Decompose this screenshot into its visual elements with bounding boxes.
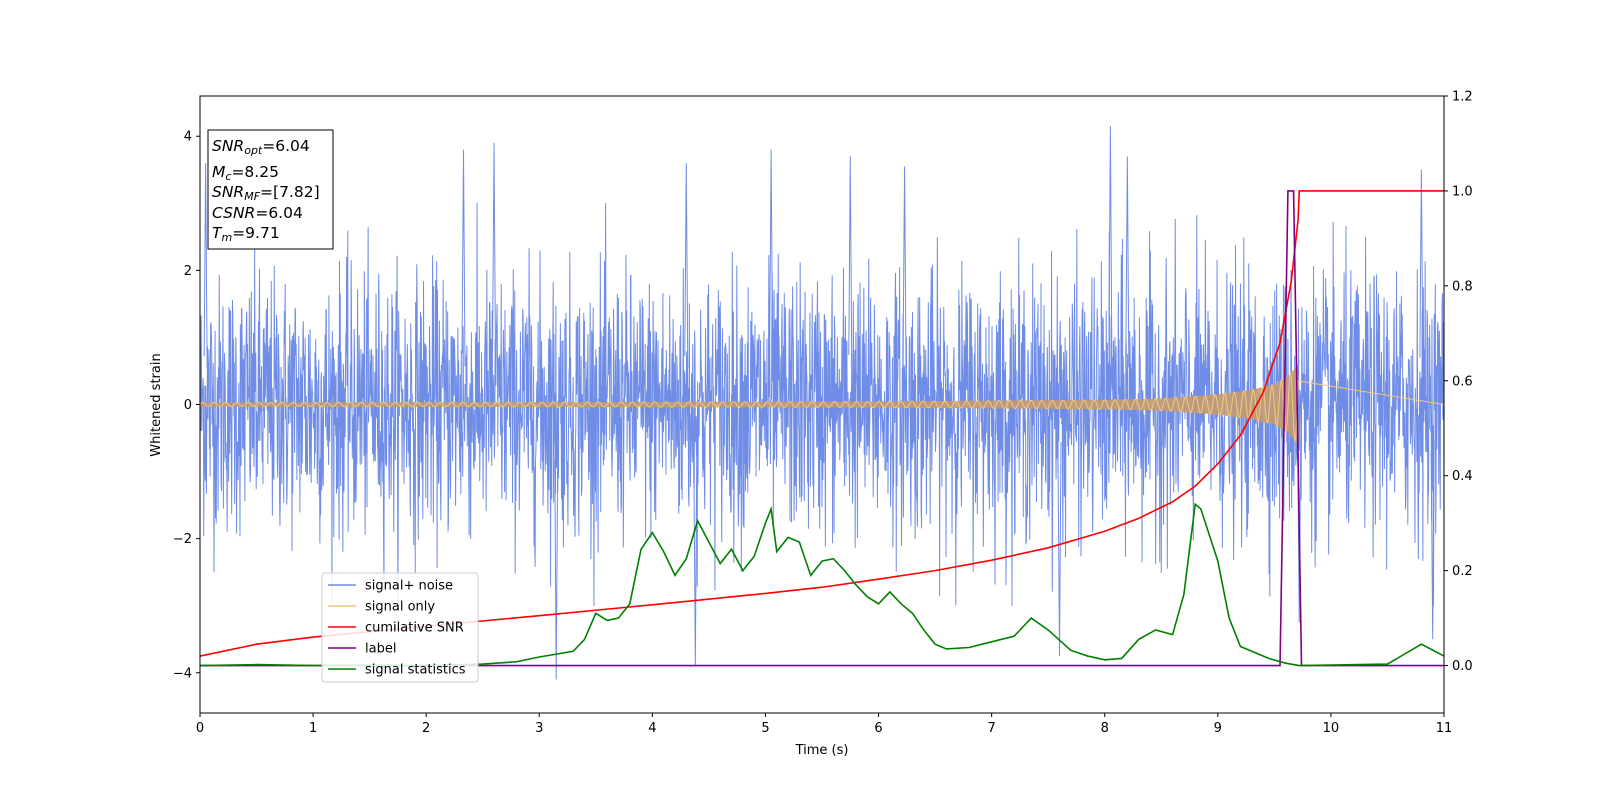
info-box-frame — [207, 129, 334, 250]
y2-tick-label: 0.4 — [1452, 469, 1473, 484]
x-tick-label: 8 — [1101, 721, 1109, 736]
series-signal-noise-peak — [684, 163, 689, 369]
x-tick-label: 4 — [648, 721, 656, 736]
series-signal-only-line — [200, 371, 1444, 442]
x-tick-label: 0 — [196, 721, 204, 736]
info-tm-value: =9.71 — [232, 224, 280, 242]
series-signal-noise-peak — [1125, 156, 1130, 368]
series-signal-statistics-line — [200, 502, 1444, 667]
x-axis-label: Time (s) — [795, 743, 849, 758]
y-tick-label: 4 — [184, 130, 192, 145]
y2-tick-label: 0.2 — [1452, 564, 1473, 579]
legend: signal+ noise signal only cumilative SNR… — [321, 572, 479, 683]
y-axis-label: Whitened strain — [149, 353, 164, 456]
series-signal-noise-peak — [461, 149, 466, 367]
info-mc: Mc=8.25 — [212, 163, 279, 183]
y-tick-label: −4 — [173, 666, 192, 681]
y2-tick-label: 0.0 — [1452, 659, 1473, 674]
x-tick-label: 11 — [1436, 721, 1453, 736]
info-csnr-value: =6.04 — [255, 204, 303, 222]
info-snr-opt: SNRopt=6.04 — [212, 137, 310, 157]
series-signal-noise-peak — [492, 142, 497, 366]
series-signal-noise-peak — [848, 156, 853, 368]
series-signal-noise-peak — [1419, 169, 1424, 370]
series-signal-noise-peak — [769, 149, 774, 367]
legend-frame — [321, 572, 479, 683]
series-signal-noise-peak — [203, 163, 208, 369]
x-tick-label: 6 — [874, 721, 882, 736]
legend-label-label: label — [365, 642, 396, 657]
y-tick-label: −2 — [173, 532, 192, 547]
x-tick-label: 10 — [1323, 721, 1340, 736]
x-tick-label: 7 — [987, 721, 995, 736]
series-signal-noise-peak — [1430, 439, 1435, 640]
y2-tick-label: 0.6 — [1452, 374, 1473, 389]
y2-tick-label: 0.8 — [1452, 279, 1473, 294]
x-tick-label: 2 — [422, 721, 430, 736]
y2-tick-label: 1.2 — [1452, 90, 1473, 105]
series-signal-noise-peak — [1057, 442, 1062, 656]
legend-label-signal-statistics: signal statistics — [365, 663, 466, 678]
info-tm: Tm=9.71 — [212, 224, 280, 244]
info-csnr: CSNR=6.04 — [212, 204, 303, 222]
y-tick-label: 2 — [184, 264, 192, 279]
info-mc-value: =8.25 — [231, 163, 279, 181]
legend-label-signal-only: signal only — [365, 600, 435, 615]
info-snr-mf-value: =[7.82] — [260, 183, 320, 201]
legend-label-cumulative-snr: cumilative SNR — [365, 621, 464, 636]
series-signal-noise-peak — [902, 166, 907, 369]
info-box: SNRopt=6.04 Mc=8.25 SNRMF=[7.82] CSNR=6.… — [207, 129, 334, 250]
info-snr-opt-value: =6.04 — [262, 137, 310, 155]
series-signal-only-envelope — [200, 364, 1299, 445]
legend-label-signal-noise: signal+ noise — [365, 579, 453, 594]
series-cumulative-snr-line — [200, 190, 1444, 657]
x-tick-label: 1 — [309, 721, 317, 736]
info-snr-mf: SNRMF=[7.82] — [212, 183, 320, 203]
x-tick-label: 3 — [535, 721, 543, 736]
ticks-layer: 0 1 2 3 4 5 6 7 8 9 10 11 −4 −2 0 2 4 0.0 0.2 0.4 0.6 0.8 1.0 1… — [173, 90, 1473, 737]
y-tick-label: 0 — [184, 398, 192, 413]
y2-tick-label: 1.0 — [1452, 184, 1473, 199]
series-signal-noise-peak — [1108, 126, 1113, 363]
x-tick-label: 5 — [761, 721, 769, 736]
x-tick-label: 9 — [1214, 721, 1222, 736]
series-layer — [200, 126, 1444, 680]
series-signal-noise-peak — [554, 445, 559, 680]
